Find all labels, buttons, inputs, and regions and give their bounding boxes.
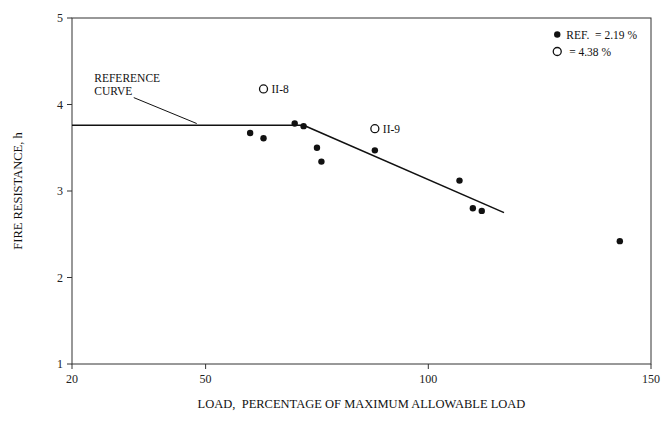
filled-point — [456, 177, 462, 183]
y-tick — [67, 104, 72, 105]
y-tick-label: 4 — [57, 98, 63, 112]
legend-marker — [553, 48, 561, 56]
y-tick-label: 5 — [57, 11, 63, 25]
legend: REF. = 2.19 % = 4.38 % — [553, 29, 637, 58]
labels: II-8 II-9 REFERENCECURVE — [94, 72, 400, 135]
y-tick — [67, 191, 72, 192]
legend-marker — [554, 31, 560, 37]
open-point — [260, 85, 268, 93]
filled-point — [479, 208, 485, 214]
chart: 20 50 100 150 1 2 3 4 5 LOAD, PERCENTAGE OF MAXIM… — [0, 0, 671, 426]
y-axis-label: FIRE RESISTANCE, h — [11, 132, 25, 250]
x-tick — [205, 364, 206, 369]
annotation-arrow — [134, 98, 197, 124]
x-tick-label: 20 — [66, 372, 78, 386]
legend-label: REF. = 2.19 % — [566, 29, 637, 41]
point-label: II-9 — [383, 123, 400, 135]
annotation: REFERENCECURVE — [94, 72, 160, 97]
filled-point — [470, 205, 476, 211]
x-tick — [651, 364, 652, 369]
axes: 20 50 100 150 1 2 3 4 5 — [57, 11, 660, 386]
y-tick — [67, 364, 72, 365]
y-tick-label: 3 — [57, 184, 63, 198]
filled-point — [318, 158, 324, 164]
plot-frame — [72, 18, 651, 364]
reference-curve — [304, 125, 504, 212]
x-tick-label: 150 — [642, 372, 660, 386]
y-tick — [67, 18, 72, 19]
filled-point — [617, 238, 623, 244]
y-tick-label: 2 — [57, 271, 63, 285]
open-point — [371, 125, 379, 133]
marks — [72, 85, 623, 244]
point-label: II-8 — [272, 83, 289, 95]
filled-point — [260, 135, 266, 141]
y-tick — [67, 277, 72, 278]
filled-point — [314, 145, 320, 151]
filled-point — [247, 130, 253, 136]
filled-point — [372, 147, 378, 153]
x-tick — [428, 364, 429, 369]
x-tick — [72, 364, 73, 369]
y-tick-label: 1 — [57, 357, 63, 371]
x-axis-label: LOAD, PERCENTAGE OF MAXIMUM ALLOWABLE LO… — [198, 397, 526, 411]
x-tick-label: 100 — [419, 372, 437, 386]
legend-label: = 4.38 % — [566, 46, 611, 58]
x-tick-label: 50 — [200, 372, 212, 386]
reference-curve — [72, 124, 304, 126]
